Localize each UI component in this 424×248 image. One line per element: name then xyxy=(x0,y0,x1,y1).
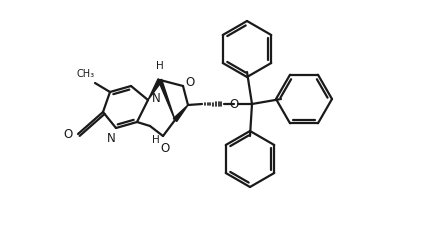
Text: H: H xyxy=(152,135,160,145)
Text: N: N xyxy=(152,93,160,105)
Text: N: N xyxy=(106,131,115,145)
Text: O: O xyxy=(63,127,73,141)
Polygon shape xyxy=(173,105,188,122)
Text: H: H xyxy=(156,61,164,71)
Text: O: O xyxy=(160,142,170,155)
Polygon shape xyxy=(158,79,175,120)
Text: CH₃: CH₃ xyxy=(77,69,95,79)
Polygon shape xyxy=(148,79,162,100)
Text: O: O xyxy=(185,76,195,90)
Text: O: O xyxy=(229,97,239,111)
